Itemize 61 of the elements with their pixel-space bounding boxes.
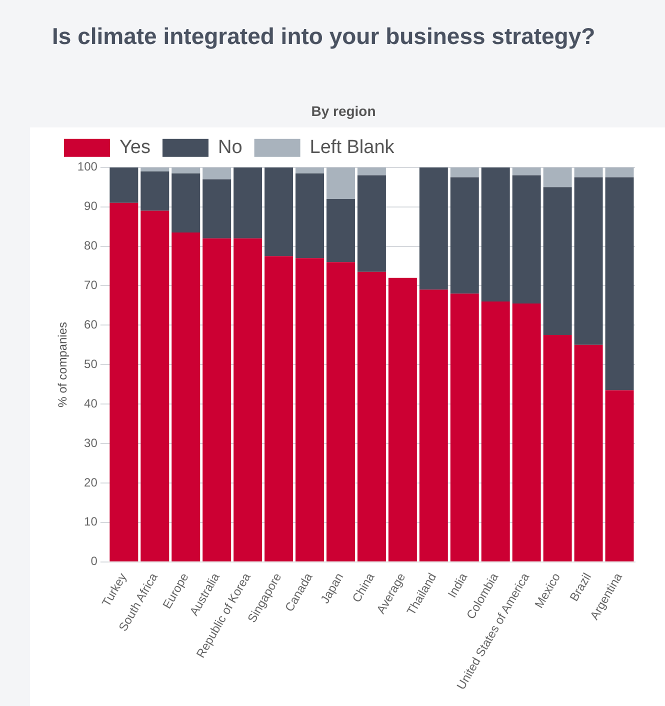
bar xyxy=(450,167,479,178)
bar xyxy=(605,167,634,178)
bar xyxy=(388,278,417,562)
bar xyxy=(450,294,479,562)
y-tick-label: 30 xyxy=(84,436,98,450)
bar xyxy=(140,171,170,211)
bar xyxy=(296,173,324,258)
bar xyxy=(574,344,603,562)
bar xyxy=(110,167,138,203)
bar xyxy=(296,258,324,562)
bar xyxy=(481,302,510,562)
y-tick-label: 100 xyxy=(77,160,98,174)
y-tick-label: 70 xyxy=(84,278,98,292)
chart-title: Is climate integrated into your business strategy? xyxy=(52,23,596,50)
bar xyxy=(605,390,634,562)
bar xyxy=(202,238,232,562)
bar xyxy=(419,167,448,290)
bar xyxy=(172,173,200,232)
bar xyxy=(512,167,541,176)
y-tick-label: 0 xyxy=(90,554,98,568)
bar xyxy=(140,167,170,172)
y-tick-label: 60 xyxy=(84,317,98,332)
bar xyxy=(202,179,232,238)
bar xyxy=(512,303,541,562)
bar xyxy=(357,175,386,272)
bar xyxy=(326,198,355,262)
bar xyxy=(357,272,386,562)
bar xyxy=(574,167,603,178)
legend-label: Left Blank xyxy=(310,137,395,158)
bar xyxy=(172,167,200,174)
bar xyxy=(234,238,262,562)
chart-subtitle: By region xyxy=(311,102,376,119)
y-tick-label: 90 xyxy=(84,199,98,214)
bar xyxy=(419,290,448,562)
bar xyxy=(512,175,541,304)
bar xyxy=(202,167,232,180)
bar xyxy=(234,167,262,238)
legend-label: Yes xyxy=(120,137,150,158)
y-tick-label: 10 xyxy=(84,514,98,529)
bar xyxy=(264,256,294,562)
bar xyxy=(326,262,355,562)
bar xyxy=(110,202,138,562)
bar xyxy=(140,210,170,562)
legend-label: No xyxy=(218,137,242,158)
bar xyxy=(543,335,572,562)
bar xyxy=(481,167,510,302)
y-tick-label: 40 xyxy=(84,396,98,410)
bar xyxy=(450,177,479,294)
bar xyxy=(296,167,324,174)
y-tick-label: 50 xyxy=(84,356,98,371)
y-tick-label: 20 xyxy=(84,475,98,490)
bar xyxy=(543,167,572,188)
bar xyxy=(357,167,386,176)
bar xyxy=(264,167,294,256)
bar xyxy=(172,232,200,562)
bar xyxy=(326,167,355,199)
bar xyxy=(605,177,634,390)
bar xyxy=(543,187,572,336)
y-axis-title: % of companies xyxy=(56,322,70,408)
y-tick-label: 80 xyxy=(84,238,98,253)
bar xyxy=(574,177,603,345)
